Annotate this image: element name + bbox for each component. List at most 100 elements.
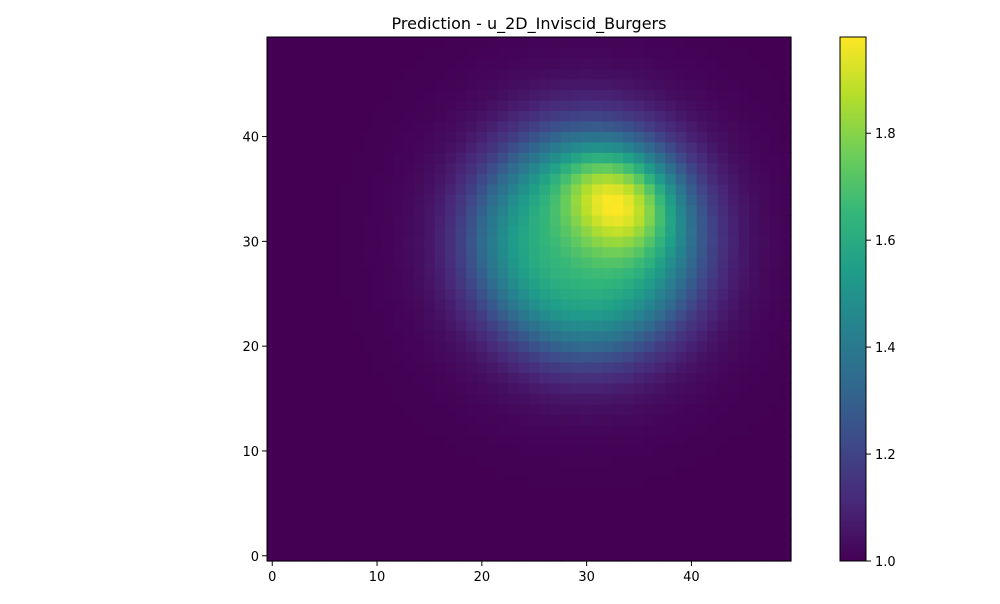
heatmap-cell <box>413 466 425 478</box>
heatmap-cell <box>413 319 425 332</box>
heatmap-cell <box>654 78 666 90</box>
heatmap-cell <box>749 257 761 269</box>
heatmap-cell <box>602 393 614 405</box>
heatmap-cell <box>476 37 488 49</box>
heatmap-cell <box>602 78 614 90</box>
heatmap-cell <box>644 456 656 468</box>
heatmap-cell <box>717 382 729 394</box>
heatmap-cell <box>738 445 750 457</box>
heatmap-cell <box>707 351 719 363</box>
heatmap-cell <box>392 498 404 510</box>
heatmap-cell <box>623 361 635 373</box>
heatmap-cell <box>654 183 666 195</box>
heatmap-cell <box>665 529 677 541</box>
heatmap-cell <box>570 78 582 90</box>
heatmap-cell <box>591 99 603 111</box>
heatmap-cell <box>644 215 656 227</box>
heatmap-cell <box>665 225 677 237</box>
heatmap-cell <box>267 477 279 489</box>
heatmap-cell <box>529 477 541 489</box>
heatmap-cell <box>570 152 582 164</box>
heatmap-cell <box>277 487 289 499</box>
heatmap-cell <box>717 204 729 216</box>
heatmap-cell <box>549 215 562 227</box>
heatmap-cell <box>591 351 603 363</box>
heatmap-cell <box>413 288 425 300</box>
heatmap-cell <box>759 173 771 185</box>
heatmap-cell <box>445 456 457 468</box>
heatmap-cell <box>759 57 771 70</box>
heatmap-cell <box>581 498 593 510</box>
heatmap-cell <box>329 466 341 478</box>
heatmap-cell <box>476 278 488 290</box>
heatmap-cell <box>413 382 425 394</box>
heatmap-cell <box>466 152 478 164</box>
heatmap-cell <box>466 204 478 216</box>
plot-frame <box>266 36 792 562</box>
heatmap-cell <box>570 68 582 80</box>
heatmap-cell <box>361 550 373 562</box>
heatmap-cell <box>560 225 572 237</box>
heatmap-cell <box>329 435 341 447</box>
heatmap-cell <box>749 477 761 489</box>
heatmap-cell <box>287 57 300 70</box>
heatmap-cell <box>665 466 677 478</box>
heatmap-cell <box>717 288 729 300</box>
heatmap-cell <box>424 89 436 101</box>
heatmap-cell <box>539 288 551 300</box>
heatmap-cell <box>759 288 771 300</box>
heatmap-cell <box>298 477 310 489</box>
heatmap-cell <box>298 183 310 195</box>
heatmap-cell <box>654 456 666 468</box>
heatmap-cell <box>277 456 289 468</box>
heatmap-cell <box>707 309 719 321</box>
heatmap-cell <box>403 152 415 164</box>
heatmap-cell <box>466 351 478 363</box>
heatmap-cell <box>413 487 425 499</box>
heatmap-cell <box>623 194 635 206</box>
heatmap-cell <box>780 47 792 59</box>
heatmap-cell <box>612 173 624 185</box>
heatmap-cell <box>445 78 457 90</box>
heatmap-cell <box>455 382 467 394</box>
heatmap-cell <box>665 183 677 195</box>
heatmap-cell <box>267 330 279 342</box>
heatmap-cell <box>497 540 509 552</box>
heatmap-cell <box>350 424 362 436</box>
heatmap-cell <box>424 498 436 510</box>
heatmap-cell <box>361 519 373 531</box>
heatmap-cell <box>749 466 761 478</box>
heatmap-cell <box>329 37 341 49</box>
heatmap-cell <box>350 466 362 478</box>
heatmap-cell <box>445 215 457 227</box>
heatmap-cell <box>549 361 562 373</box>
heatmap-cell <box>497 330 509 342</box>
heatmap-cell <box>403 330 415 342</box>
heatmap-cell <box>780 540 792 552</box>
heatmap-cell <box>623 110 635 122</box>
heatmap-cell <box>686 508 698 520</box>
heatmap-cell <box>717 456 729 468</box>
heatmap-cell <box>298 466 310 478</box>
heatmap-cell <box>549 393 562 405</box>
heatmap-cell <box>455 131 467 143</box>
heatmap-cell <box>633 89 645 101</box>
heatmap-cell <box>633 246 645 258</box>
heatmap-cell <box>508 68 520 80</box>
heatmap-cell <box>759 309 771 321</box>
heatmap-cell <box>392 204 404 216</box>
heatmap-cell <box>560 309 572 321</box>
heatmap-cell <box>340 246 352 258</box>
heatmap-cell <box>340 498 352 510</box>
heatmap-cell <box>424 403 436 415</box>
heatmap-cell <box>780 529 792 541</box>
heatmap-cell <box>717 309 729 321</box>
heatmap-cell <box>707 330 719 342</box>
heatmap-cell <box>529 382 541 394</box>
heatmap-cell <box>780 173 792 185</box>
y-tick-label: 20 <box>242 340 259 355</box>
heatmap-cell <box>696 47 708 59</box>
heatmap-cell <box>466 330 478 342</box>
heatmap-cell <box>728 403 740 415</box>
heatmap-cell <box>591 435 603 447</box>
